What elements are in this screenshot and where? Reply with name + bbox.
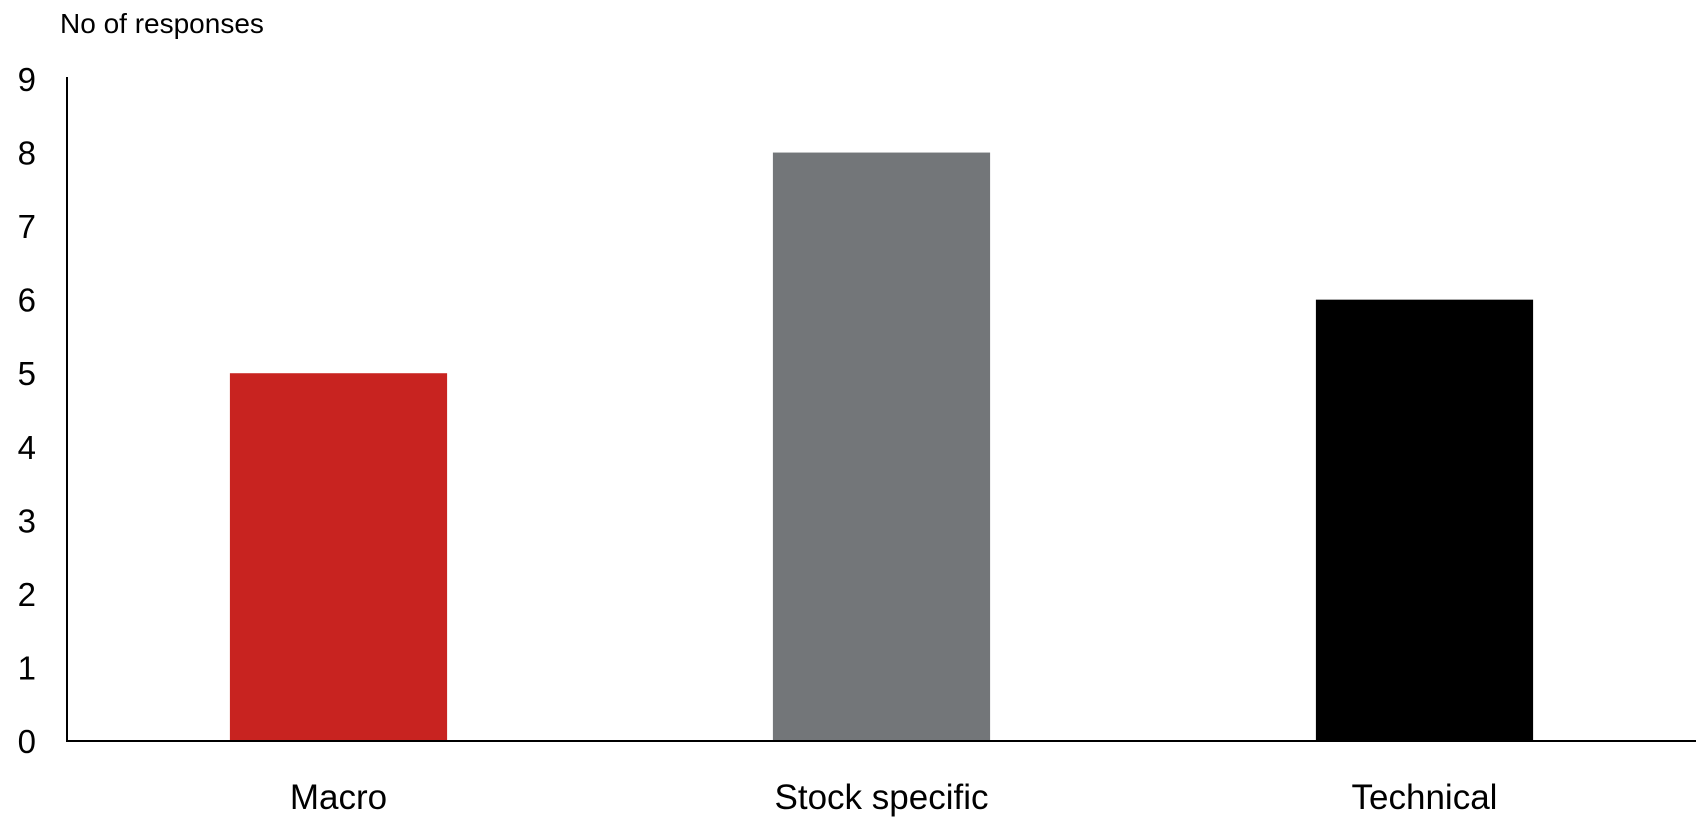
bar-macro <box>229 373 448 741</box>
x-category-label: Stock specific <box>775 778 989 817</box>
y-tick-label: 2 <box>18 576 36 613</box>
y-tick-label: 4 <box>18 429 36 466</box>
y-tick-label: 3 <box>18 502 36 539</box>
bar-technical <box>1315 299 1534 741</box>
y-axis-title: No of responses <box>60 8 264 39</box>
bar-stock-specific <box>772 152 991 742</box>
y-tick-label: 5 <box>18 355 36 392</box>
x-category-label: Technical <box>1352 778 1498 817</box>
y-tick-label: 6 <box>18 282 36 319</box>
x-category-label: Macro <box>290 778 387 817</box>
bars <box>229 152 1534 742</box>
y-tick-label: 0 <box>18 723 36 760</box>
y-tick-label: 8 <box>18 135 36 172</box>
y-tick-labels: 0 1 2 3 4 5 6 7 8 9 <box>18 61 36 760</box>
category-labels: Macro Stock specific Technical <box>290 778 1498 817</box>
y-tick-label: 7 <box>18 208 36 245</box>
y-tick-label: 1 <box>18 649 36 686</box>
y-tick-label: 9 <box>18 61 36 98</box>
